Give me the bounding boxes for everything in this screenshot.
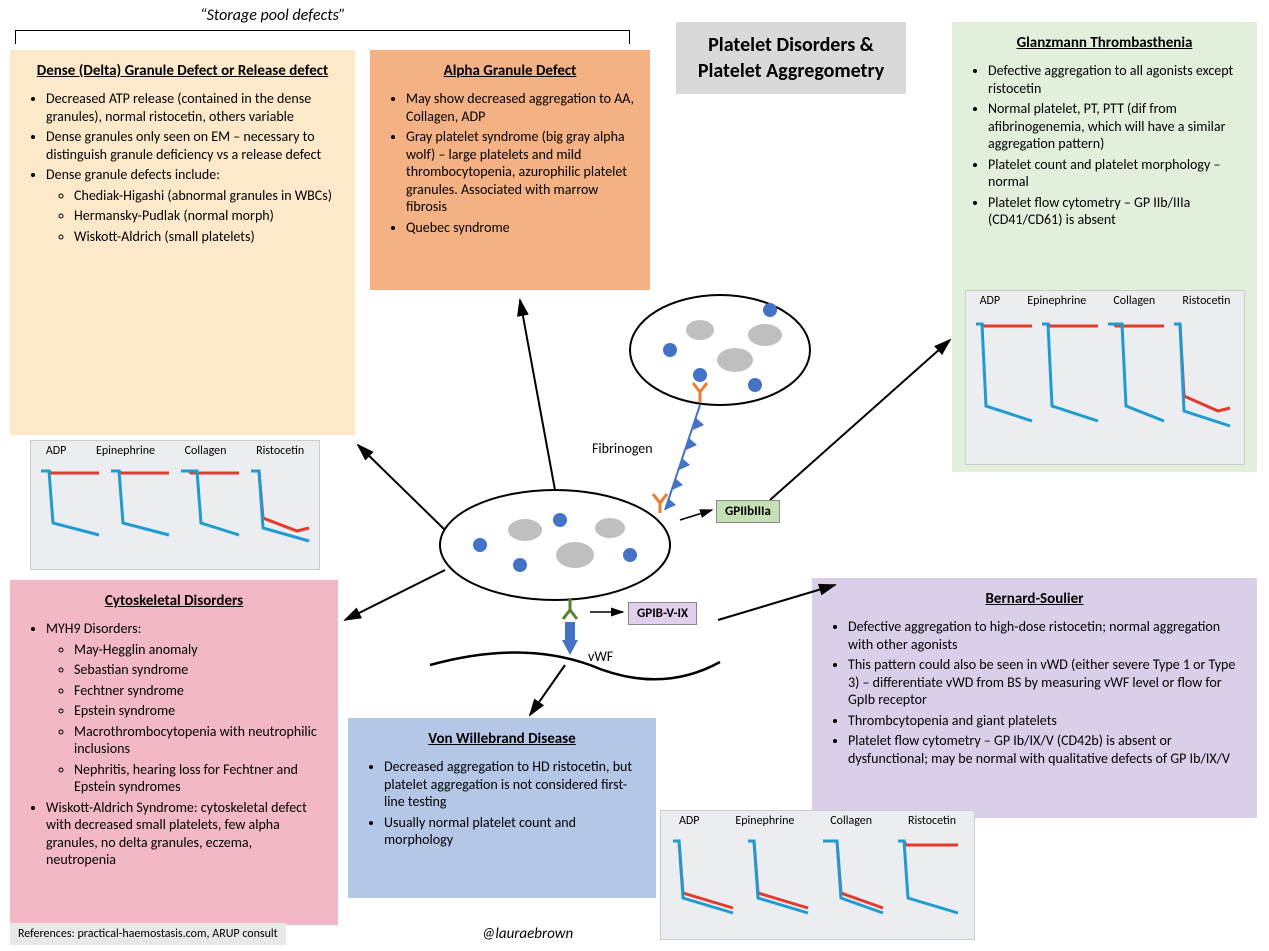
dense-chart: ADP Epinephrine Collagen Ristocetin bbox=[30, 440, 320, 570]
vwf-label: vWF bbox=[588, 648, 613, 665]
alpha-title: Alpha Granule Defect bbox=[384, 62, 636, 80]
dense-chart-svg bbox=[31, 441, 321, 571]
storage-pool-bracket bbox=[15, 30, 630, 44]
vwd-box: Von Willebrand Disease Decreased aggrega… bbox=[348, 718, 656, 898]
bernard-chart-svg bbox=[661, 811, 976, 941]
references: References: practical-haemostasis.com, A… bbox=[10, 923, 286, 945]
bernard-title: Bernard-Soulier bbox=[826, 590, 1243, 608]
cyto-title: Cytoskeletal Disorders bbox=[24, 592, 324, 610]
gp2b3a-tag: GPIIbIIIa bbox=[716, 500, 780, 523]
bernard-box: Bernard-Soulier Defective aggregation to… bbox=[812, 578, 1257, 818]
vwd-title: Von Willebrand Disease bbox=[362, 730, 642, 748]
dense-granule-box: Dense (Delta) Granule Defect or Release … bbox=[10, 50, 355, 435]
author-handle: @lauraebrown bbox=[482, 925, 573, 943]
fibrinogen-label: Fibrinogen bbox=[592, 440, 653, 457]
alpha-granule-box: Alpha Granule Defect May show decreased … bbox=[370, 50, 650, 290]
cytoskeletal-box: Cytoskeletal Disorders MYH9 Disorders: M… bbox=[10, 580, 338, 925]
storage-pool-label: “Storage pool defects” bbox=[200, 6, 346, 25]
dense-bullets: Decreased ATP release (contained in the … bbox=[24, 90, 341, 245]
glanzmann-chart: ADP Epinephrine Collagen Ristocetin bbox=[965, 290, 1245, 465]
main-title: Platelet Disorders & Platelet Aggregomet… bbox=[676, 22, 906, 94]
bernard-chart: ADP Epinephrine Collagen Ristocetin bbox=[660, 810, 975, 940]
dense-title: Dense (Delta) Granule Defect or Release … bbox=[24, 62, 341, 80]
glanzmann-title: Glanzmann Thrombasthenia bbox=[966, 34, 1243, 52]
glanzmann-chart-svg bbox=[966, 291, 1246, 466]
gp1b-tag: GPIB-V-IX bbox=[628, 602, 697, 625]
